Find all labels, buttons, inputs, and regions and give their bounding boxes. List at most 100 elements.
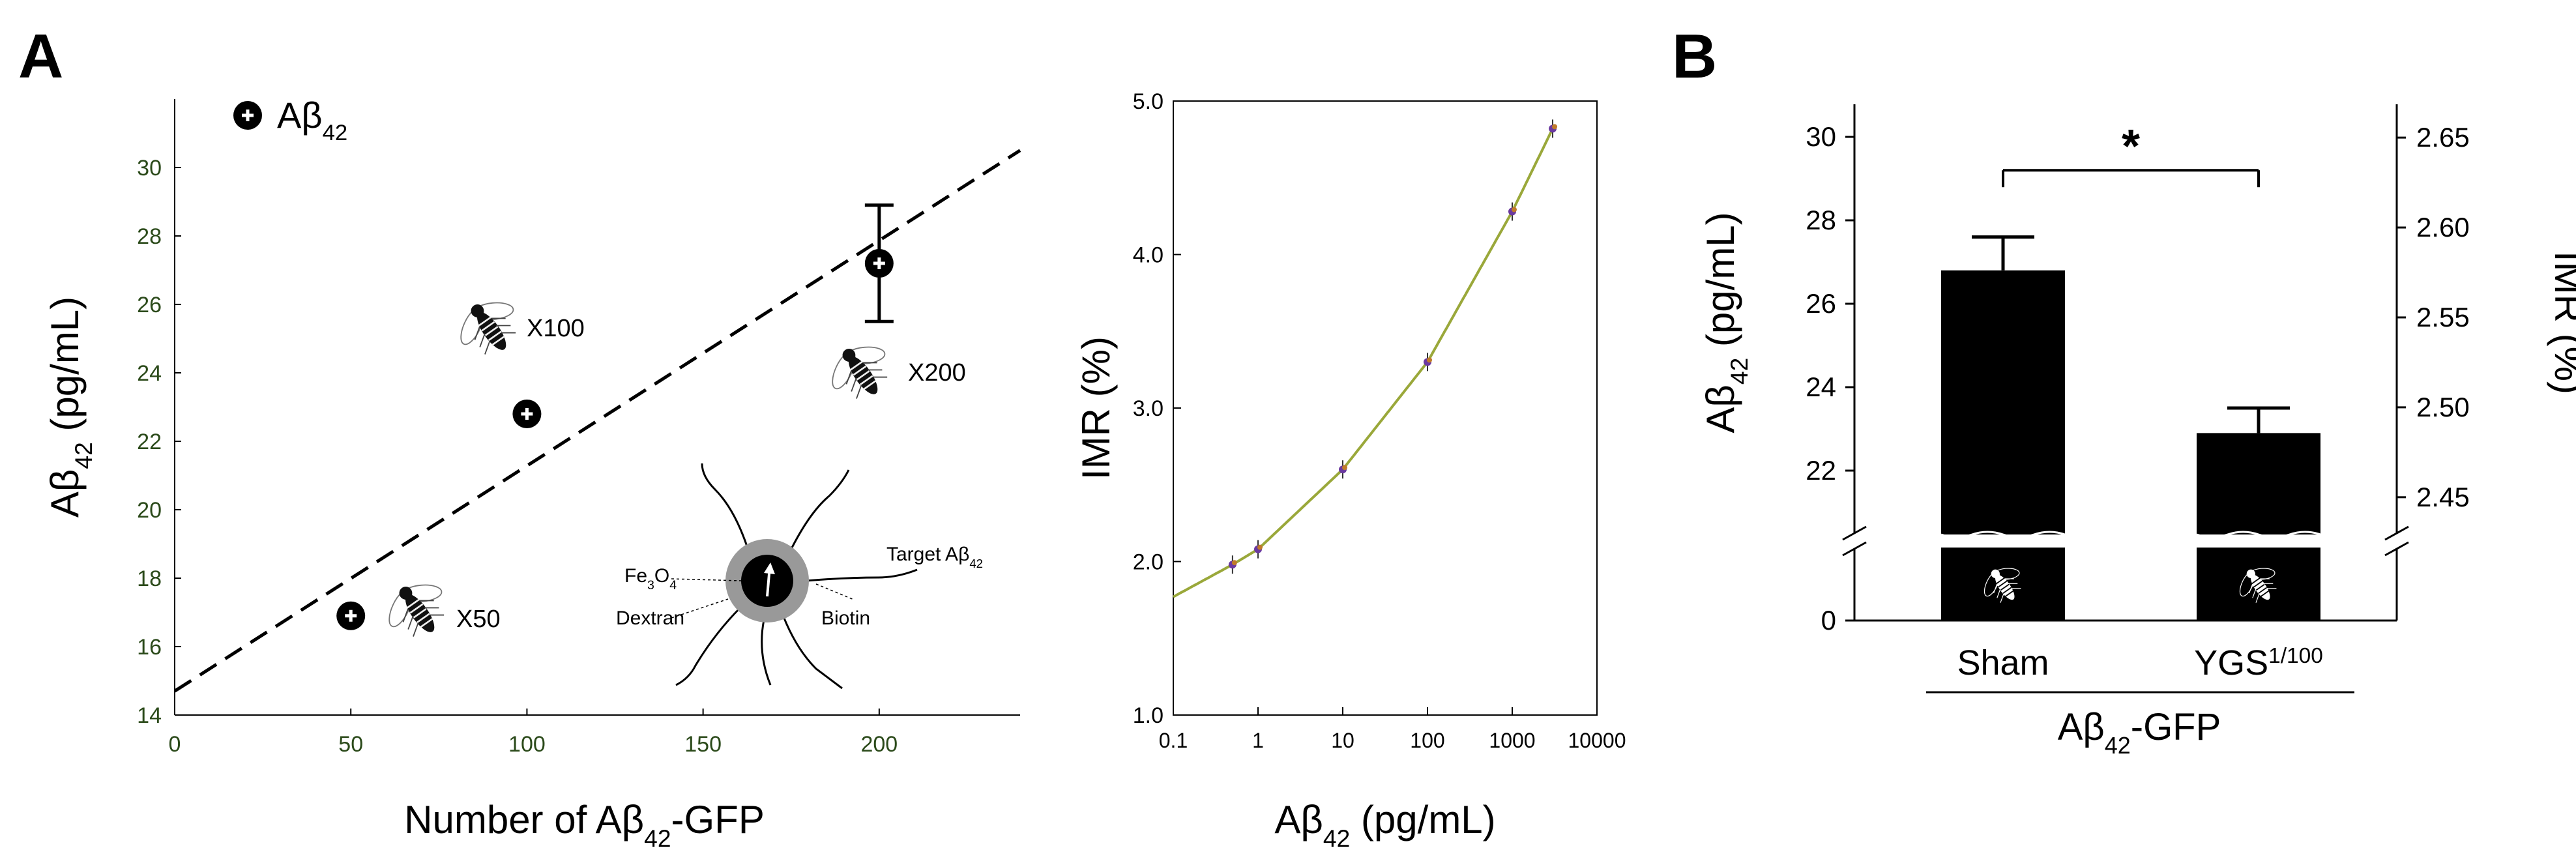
fly-icon-x200-stripe	[863, 379, 877, 390]
legend-label-part: β	[301, 95, 322, 136]
fly-icon-x200-stripe	[853, 365, 867, 376]
fly-label-x200: X200	[908, 359, 966, 387]
y-tick-label: 4.0	[1133, 243, 1164, 268]
fly-icon-x200-leg	[856, 385, 862, 399]
data-point	[1427, 357, 1432, 363]
axis-break-mark	[2384, 541, 2409, 557]
fly-label-x50: X50	[456, 606, 501, 633]
particle-label-coat: Dextran	[616, 607, 684, 629]
y-tick-label: 18	[137, 566, 162, 591]
group-label-part: A	[2058, 706, 2083, 748]
fly-icon-x200-stripe	[859, 375, 873, 386]
x-tick-label: 50	[338, 732, 363, 757]
y-left-tick-label: 30	[1806, 121, 1836, 152]
data-point	[1512, 207, 1517, 212]
particle-label-target-sub: 42	[969, 557, 983, 570]
y-right-tick-label: 2.45	[2416, 482, 2470, 512]
category-label: Sham	[1957, 643, 2049, 682]
x-axis-label-part: (pg/mL)	[1350, 798, 1495, 841]
fly-icon-in-bar-leg	[1993, 584, 1998, 594]
plot-frame	[1173, 100, 1598, 716]
fly-icon-in-bar-leg	[2008, 583, 2018, 584]
y-tick-label: 3.0	[1133, 396, 1164, 421]
particle-strand	[701, 463, 749, 549]
fit-line	[173, 149, 1021, 693]
fly-icon-x50-leg	[407, 615, 414, 630]
fly-icon-x50-leg	[402, 608, 409, 622]
fly-icon-in-bar-stripe	[2004, 590, 2014, 597]
label-pointer	[815, 583, 855, 600]
y-tick-label: 2.0	[1133, 550, 1164, 575]
category-label: YGS1/100	[2194, 643, 2323, 682]
x-axis-label: Aβ42 (pg/mL)	[1274, 798, 1495, 852]
x-axis-label-part: A	[1274, 798, 1300, 841]
fly-icon-x100-leg	[479, 333, 486, 347]
fly-icon-in-bar-head	[1991, 569, 2000, 578]
y-tick-label: 16	[137, 635, 162, 660]
y-axis-label-part: β	[43, 469, 87, 492]
fly-icon-in-bar-leg	[2249, 584, 2253, 594]
fly-icon-in-bar-stripe	[2000, 583, 2010, 591]
y-axis-label-part: A	[43, 491, 87, 518]
fly-icon-x100-stripe	[488, 330, 502, 342]
fly-icon-x50-stripe	[420, 617, 433, 628]
fly-icon-x100	[460, 302, 516, 355]
x-axis-label-part: Number of A	[404, 798, 622, 841]
legend-label: Aβ42	[277, 95, 347, 145]
x-axis-label-part: β	[622, 798, 645, 841]
fly-icon-in-bar-leg	[2000, 593, 2004, 603]
fly-icon-x50	[388, 584, 445, 637]
axis-break-mark	[2384, 525, 2409, 541]
y-tick-label: 30	[137, 156, 162, 181]
fly-icon-x200-head	[842, 349, 856, 362]
fly-icon-x100-head	[471, 304, 484, 317]
y-axis-label-left-part: A	[1699, 407, 1742, 433]
x-axis-label-sub: 42	[1323, 825, 1350, 852]
y-tick-label: 14	[137, 703, 162, 728]
fly-icon-x50-stripe	[413, 608, 427, 619]
y-axis-label-left-sub: 42	[1725, 358, 1753, 385]
fly-icon-in-bar-leg	[2260, 578, 2270, 579]
fly-icon-x200-leg	[873, 376, 888, 378]
particle-label-target: Target Aβ42	[886, 544, 983, 570]
y-tick-label: 20	[137, 498, 162, 523]
fly-icon-x50-stripe	[416, 613, 430, 624]
y-left-tick-label: 24	[1806, 372, 1836, 402]
group-label-sub: 42	[2105, 732, 2131, 759]
data-point	[1552, 124, 1558, 130]
fly-icon-x50-stripe	[406, 598, 420, 609]
x-tick-label: 100	[508, 732, 546, 757]
x-tick-label: 10	[1331, 729, 1354, 752]
y-axis-label-left-part: (pg/mL)	[1699, 212, 1742, 357]
fly-icon-x200-leg	[851, 377, 857, 392]
data-point	[1231, 560, 1237, 566]
fly-icon-in-bar-leg	[2252, 589, 2257, 598]
y-axis-label-sub: 42	[70, 442, 97, 469]
x-tick-label: 1	[1252, 729, 1264, 752]
axis-break-mark	[1842, 525, 1867, 541]
calibration-chart: 1.0 2.0 3.0 4.0 5.0 0.1 1 10 100 1000 10000 Aβ42 (p…	[1074, 89, 1626, 852]
particle-label-core-sub: 4	[669, 578, 677, 592]
y-axis-label-left-part: β	[1699, 385, 1742, 407]
bar	[2197, 433, 2320, 534]
fly-icon-x200-leg	[868, 369, 883, 371]
particle-label-target-part: Target A	[886, 544, 958, 565]
particle-label-core: Fe3O4	[624, 565, 677, 592]
fly-icon-in-bar	[1983, 568, 2021, 603]
group-label-part: β	[2083, 706, 2104, 748]
fly-icon-in-bar	[2239, 568, 2277, 603]
fly-icon-x100-stripe	[484, 326, 499, 336]
x-tick-label: 100	[1410, 729, 1444, 752]
fly-label-x100: X100	[527, 315, 585, 342]
fly-icon-in-bar-stripe	[2258, 587, 2268, 594]
particle-core	[741, 555, 793, 607]
y-axis-label-part: (pg/mL)	[43, 297, 87, 442]
y-tick-label: 1.0	[1133, 703, 1164, 728]
x-tick-label: 1000	[1489, 729, 1535, 752]
scatter-chart: 14 16 18 20 22 24 26 28 30 0 50 100 150 200 Number of …	[43, 95, 1021, 852]
legend-label-sub: 42	[323, 121, 348, 145]
y-tick-label: 24	[137, 361, 162, 386]
particle-strand	[782, 616, 843, 690]
